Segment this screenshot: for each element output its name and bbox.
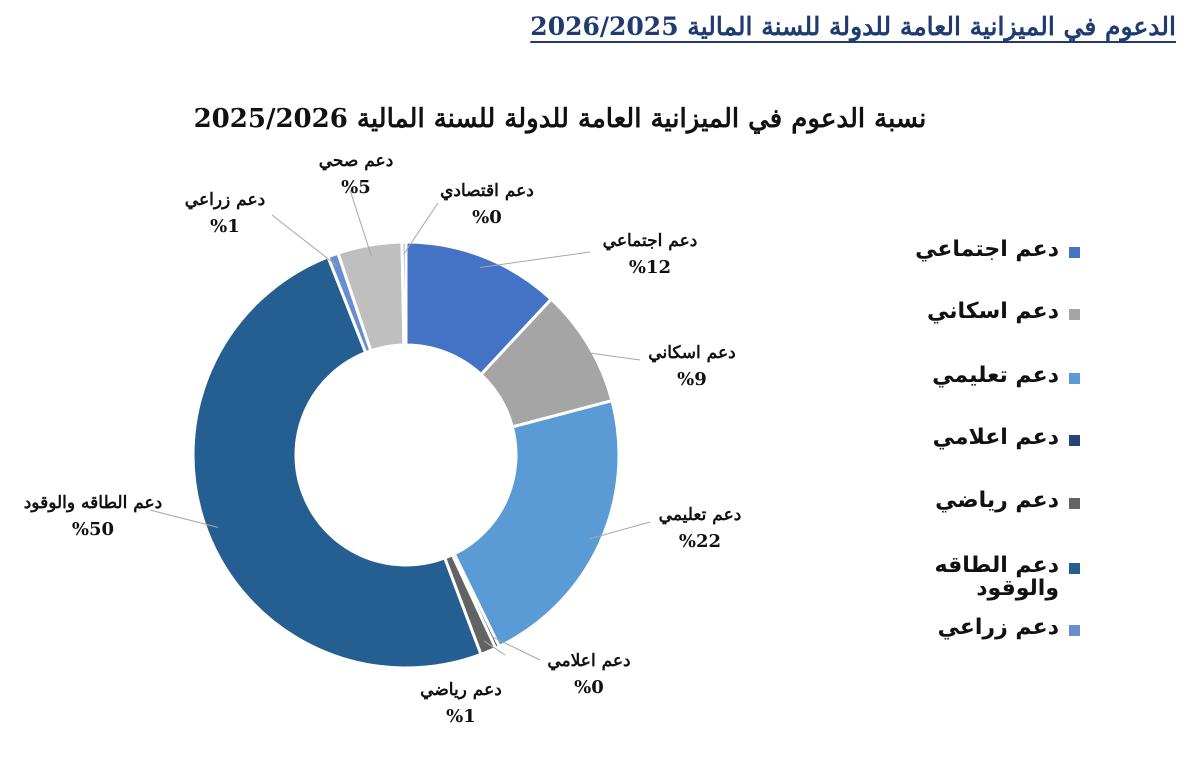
data-label-name-دعم-زراعي: دعم زراعي [185, 190, 265, 210]
legend-item-education: دعم تعليمي [932, 364, 1080, 387]
leader-line-دعم-تعليمي [589, 521, 651, 540]
data-label-value-دعم-صحي: %5 [341, 177, 371, 198]
data-label-name-دعم-تعليمي: دعم تعليمي [659, 505, 742, 525]
leader-line-دعم-اعلامي [492, 636, 541, 661]
legend-swatch-social [1069, 247, 1080, 258]
data-label-value-دعم-رياضي: %1 [446, 706, 476, 727]
legend-label-energy: دعم الطاقه والوقود [934, 553, 1059, 602]
legend-swatch-energy [1069, 563, 1080, 574]
legend-label-housing: دعم اسكاني [927, 299, 1059, 324]
legend-item-agriculture: دعم زراعي [938, 616, 1080, 639]
legend-swatch-education [1069, 373, 1080, 384]
legend-label-education: دعم تعليمي [932, 363, 1059, 388]
legend-item-sports: دعم رياضي [935, 489, 1080, 512]
data-label-value-دعم-زراعي: %1 [210, 216, 240, 237]
data-label-value-دعم-الطاقه-والوقود: %50 [72, 519, 114, 540]
data-label-value-دعم-اجتماعي: %12 [629, 257, 671, 278]
page-heading: الدعوم في الميزانية العامة للدولة للسنة … [530, 12, 1176, 41]
data-label-name-دعم-اقتصادي: دعم اقتصادي [440, 181, 534, 201]
data-label-name-دعم-اسكاني: دعم اسكاني [648, 343, 735, 363]
legend-item-social: دعم اجتماعي [915, 238, 1080, 261]
data-label-name-دعم-صحي: دعم صحي [319, 151, 394, 171]
legend-item-energy: دعم الطاقه والوقود [909, 554, 1080, 600]
data-label-name-دعم-اعلامي: دعم اعلامي [547, 651, 630, 671]
data-label-name-دعم-رياضي: دعم رياضي [420, 680, 502, 700]
leader-line-دعم-اسكاني [578, 351, 641, 361]
legend-swatch-media [1069, 435, 1080, 446]
legend-label-media: دعم اعلامي [932, 425, 1059, 450]
legend-item-housing: دعم اسكاني [927, 300, 1080, 323]
legend-label-social: دعم اجتماعي [915, 237, 1059, 262]
chart-title: نسبة الدعوم في الميزانية العامة للدولة ل… [193, 104, 927, 134]
data-label-value-دعم-اعلامي: %0 [574, 677, 604, 698]
data-label-value-دعم-اسكاني: %9 [677, 369, 707, 390]
leader-line-دعم-رياضي [483, 640, 506, 656]
donut-slice-دعم-اقتصادي [400, 240, 408, 347]
leader-line-دعم-صحي [349, 189, 373, 257]
legend-item-media: دعم اعلامي [933, 426, 1080, 449]
legend-swatch-sports [1069, 498, 1080, 509]
data-label-value-دعم-تعليمي: %22 [679, 531, 721, 552]
data-label-value-دعم-اقتصادي: %0 [472, 207, 502, 228]
legend-swatch-agriculture [1069, 625, 1080, 636]
legend-swatch-housing [1069, 309, 1080, 320]
leader-line-دعم-زراعي [271, 214, 338, 267]
data-label-name-دعم-الطاقه-والوقود: دعم الطاقه والوقود [24, 493, 163, 513]
leader-line-دعم-اقتصادي [403, 202, 439, 254]
legend-label-agriculture: دعم زراعي [937, 615, 1059, 640]
donut-slice-دعم-الطاقه-والوقود [191, 254, 483, 670]
leader-line-دعم-اجتماعي [479, 251, 591, 269]
leader-line-دعم-الطاقه-والوقود [149, 509, 219, 528]
donut-slice-دعم-تعليمي [452, 398, 621, 649]
legend-label-sports: دعم رياضي [935, 488, 1059, 513]
data-label-name-دعم-اجتماعي: دعم اجتماعي [603, 231, 698, 251]
